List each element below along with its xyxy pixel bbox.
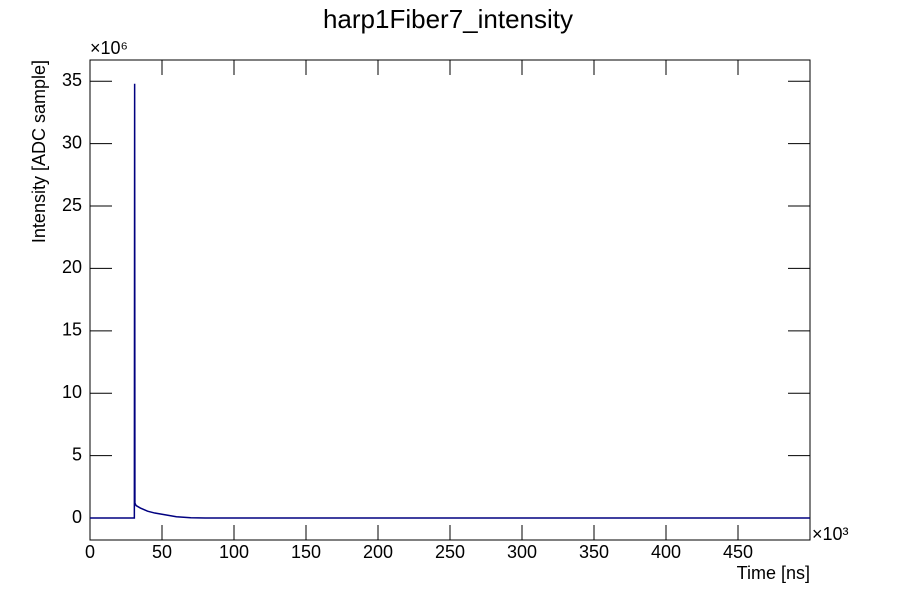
chart-title: harp1Fiber7_intensity xyxy=(323,4,573,34)
y-tick-label: 35 xyxy=(62,70,82,90)
x-tick-label: 400 xyxy=(651,542,681,562)
y-multiplier: ×10⁶ xyxy=(90,38,128,58)
x-tick-label: 300 xyxy=(507,542,537,562)
x-axis-label: Time [ns] xyxy=(737,563,810,583)
y-tick-label: 5 xyxy=(72,444,82,464)
x-tick-label: 250 xyxy=(435,542,465,562)
y-tick-label: 25 xyxy=(62,195,82,215)
y-tick-label: 30 xyxy=(62,132,82,152)
y-tick-label: 0 xyxy=(72,507,82,527)
y-tick-label: 10 xyxy=(62,382,82,402)
y-tick-label: 20 xyxy=(62,257,82,277)
data-line xyxy=(90,83,810,519)
y-tick-label: 15 xyxy=(62,320,82,340)
x-tick-label: 50 xyxy=(152,542,172,562)
x-tick-label: 450 xyxy=(723,542,753,562)
x-tick-label: 200 xyxy=(363,542,393,562)
x-tick-label: 150 xyxy=(291,542,321,562)
y-axis-label: Intensity [ADC sample] xyxy=(29,60,49,243)
x-multiplier: ×10³ xyxy=(812,524,849,544)
x-tick-label: 350 xyxy=(579,542,609,562)
x-tick-label: 100 xyxy=(219,542,249,562)
x-tick-label: 0 xyxy=(85,542,95,562)
